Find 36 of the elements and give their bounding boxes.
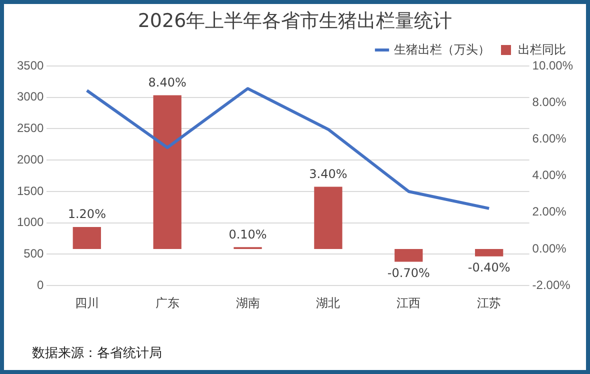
data-label: 3.40% [309, 166, 348, 181]
bar [394, 249, 423, 262]
y2-tick-label: 10.00% [532, 58, 574, 72]
y-tick-label: 1000 [16, 215, 44, 230]
data-label: -0.40% [468, 260, 510, 274]
y2-tick-label: 6.00% [532, 132, 567, 146]
y-tick-label: 2500 [16, 121, 44, 136]
y-tick-label: 3500 [16, 58, 44, 72]
data-label: -0.70% [387, 266, 430, 280]
y2-tick-label: 0.00% [532, 241, 567, 256]
y2-tick-label: 2.00% [532, 204, 567, 219]
bar [153, 95, 182, 249]
data-label: 0.10% [228, 227, 267, 242]
legend-label: 生猪出栏（万头） [394, 42, 490, 56]
x-tick-label: 江苏 [477, 296, 502, 310]
chart-title: 2026年上半年各省市生猪出栏量统计 [136, 9, 454, 34]
y2-tick-label: 4.00% [532, 168, 567, 182]
y-tick-label: 2000 [16, 152, 44, 166]
legend-label: 出栏同比 [518, 42, 566, 56]
x-tick-label: 四川 [74, 296, 99, 310]
y-tick-label: 1500 [16, 184, 44, 198]
y-tick-label: 0 [37, 278, 44, 292]
data-label: 1.20% [68, 207, 106, 222]
x-tick-label: 湖南 [236, 296, 260, 310]
bar [314, 186, 342, 249]
bar [475, 249, 504, 256]
data-label: 8.40% [148, 75, 186, 90]
y2-tick-label: -2.00% [532, 278, 571, 292]
x-tick-label: 广东 [155, 296, 180, 310]
y-tick-label: 500 [24, 246, 44, 261]
x-tick-label: 湖北 [316, 296, 340, 310]
source-note: 数据来源：各省统计局 [32, 345, 162, 362]
y2-tick-label: 8.00% [532, 94, 567, 109]
y-tick-label: 3000 [16, 90, 44, 104]
x-tick-label: 江西 [396, 296, 421, 310]
bar [72, 227, 101, 249]
